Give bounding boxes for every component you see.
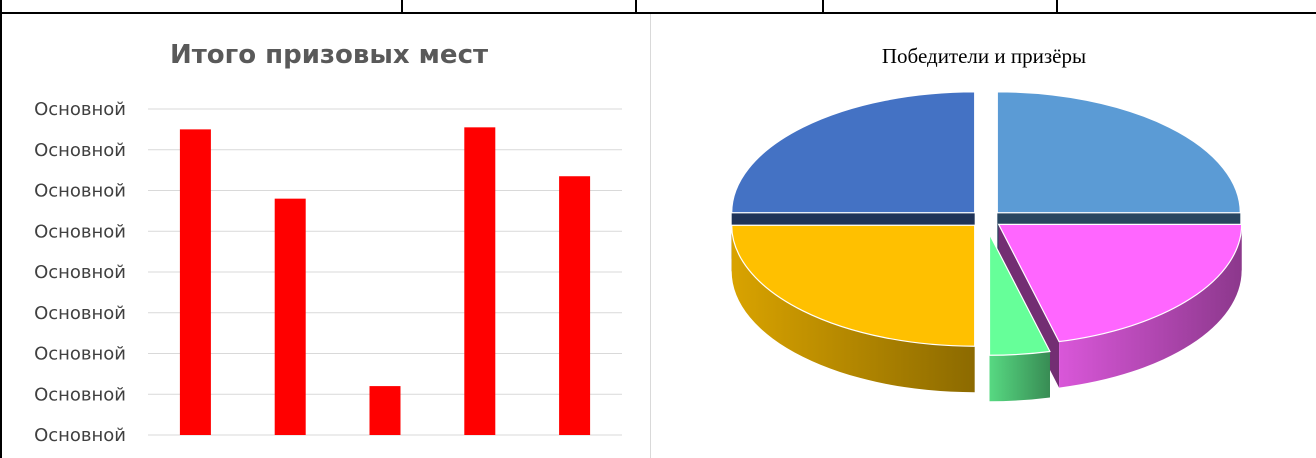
bar-chart-plot: Основной Основной Основной Основной Основной… — [34, 99, 622, 446]
bar — [369, 386, 401, 435]
table-divider — [1056, 0, 1058, 12]
pie-slice-outer-wall — [989, 351, 1050, 402]
pie-slice — [731, 224, 976, 393]
pie-slices — [731, 91, 1243, 402]
y-tick-label: Основной — [34, 181, 126, 202]
bar — [274, 198, 306, 435]
table-divider — [822, 0, 824, 12]
y-tick-label: Основной — [34, 303, 126, 324]
table-divider — [635, 0, 637, 12]
bar-chart: Итого призовых мест Основной Основной Осно… — [8, 14, 651, 458]
y-tick-label: Основной — [34, 140, 126, 161]
table-left-border — [0, 0, 2, 458]
pie-slice-top — [988, 234, 1051, 356]
pie-slice-top — [731, 91, 976, 214]
y-tick-label: Основной — [34, 425, 126, 446]
bar-chart-title: Итого призовых мест — [169, 40, 489, 70]
pie-slice-top — [731, 224, 976, 347]
bar — [179, 129, 211, 435]
pie-chart: Победители и призёры — [652, 14, 1316, 458]
bar — [464, 127, 496, 436]
table-divider — [401, 0, 403, 12]
pie-slice-top — [996, 91, 1241, 214]
y-tick-label: Основной — [34, 262, 126, 283]
pie-slice — [997, 223, 1243, 388]
y-tick-label: Основной — [34, 99, 126, 120]
pie-chart-title: Победители и призёры — [881, 44, 1087, 68]
pie-slice-outer-wall — [1059, 224, 1242, 388]
y-tick-label: Основной — [34, 344, 126, 365]
pie-slice-top — [997, 223, 1243, 343]
bar — [559, 176, 591, 436]
y-tick-label: Основной — [34, 384, 126, 405]
pie-chart-plot — [731, 91, 1243, 402]
top-table-strip — [0, 0, 1316, 14]
pie-slice-outer-wall — [731, 225, 975, 393]
y-tick-label: Основной — [34, 221, 126, 242]
pie-slice — [988, 234, 1051, 402]
